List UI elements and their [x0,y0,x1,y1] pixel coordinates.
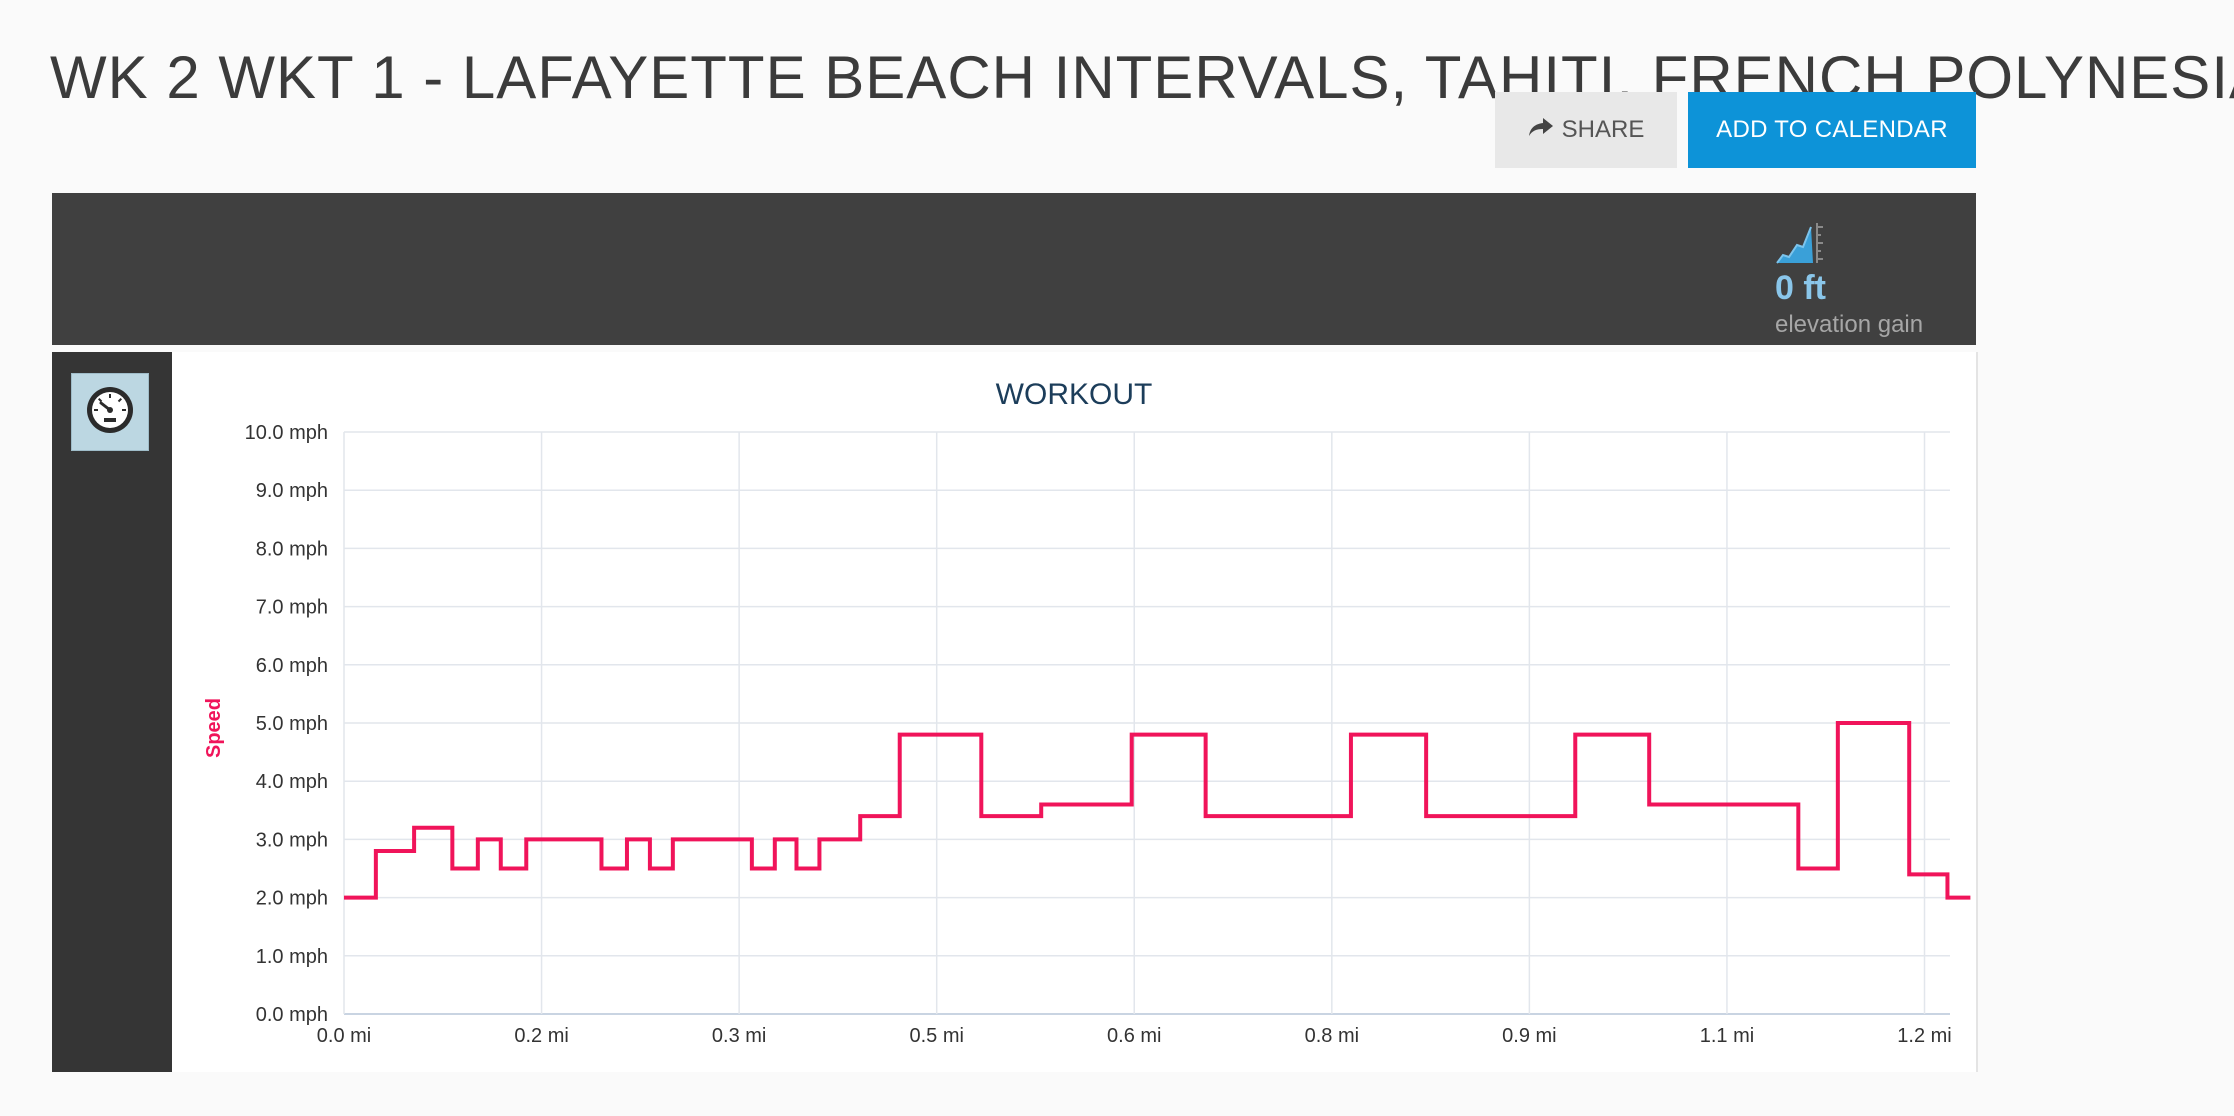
y-tick-label: 8.0 mph [256,538,328,560]
x-tick-label: 0.5 mi [909,1025,963,1047]
speed-metric-button[interactable] [71,373,149,451]
y-axis-label: Speed [203,698,225,758]
workout-chart-svg: WORKOUT Speed 0.0 mph 1.0 mph 2.0 mph 3.0 m… [203,378,1971,1047]
share-button[interactable]: SHARE [1495,92,1677,168]
x-tick-label: 0.2 mi [514,1025,568,1047]
add-to-calendar-button[interactable]: ADD TO CALENDAR [1688,92,1976,168]
x-tick-label: 0.6 mi [1107,1025,1161,1047]
y-tick-label: 10.0 mph [245,422,328,444]
elevation-chart-icon [1775,219,1825,265]
y-tick-label: 9.0 mph [256,480,328,502]
y-tick-label: 5.0 mph [256,713,328,735]
x-tick-label: 0.8 mi [1305,1025,1359,1047]
y-tick-label: 3.0 mph [256,829,328,851]
y-tick-label: 2.0 mph [256,888,328,910]
x-tick-label: 0.3 mi [712,1025,766,1047]
y-tick-label: 0.0 mph [256,1004,328,1026]
x-tick-label: 0.0 mi [317,1025,371,1047]
elevation-gain-label: elevation gain [1775,311,1924,338]
elevation-gain-value: 0 ft [1775,269,1826,307]
chart-title: WORKOUT [996,378,1153,411]
x-tick-label: 1.2 mi [1897,1025,1951,1047]
speed-series-line [344,721,1971,900]
x-tick-label: 1.1 mi [1700,1025,1754,1047]
y-tick-label: 6.0 mph [256,655,328,677]
speedometer-icon [84,384,136,441]
share-arrow-icon [1528,115,1554,146]
stats-bar: 0 ft elevation gain [52,193,1976,345]
metric-sidebar [52,352,172,1072]
share-label: SHARE [1561,116,1645,143]
workout-chart: WORKOUT Speed 0.0 mph 1.0 mph 2.0 mph 3.0 m… [172,352,1978,1072]
x-tick-label: 0.9 mi [1502,1025,1556,1047]
y-tick-label: 4.0 mph [256,771,328,793]
y-tick-label: 1.0 mph [256,946,328,968]
y-tick-label: 7.0 mph [256,597,328,619]
